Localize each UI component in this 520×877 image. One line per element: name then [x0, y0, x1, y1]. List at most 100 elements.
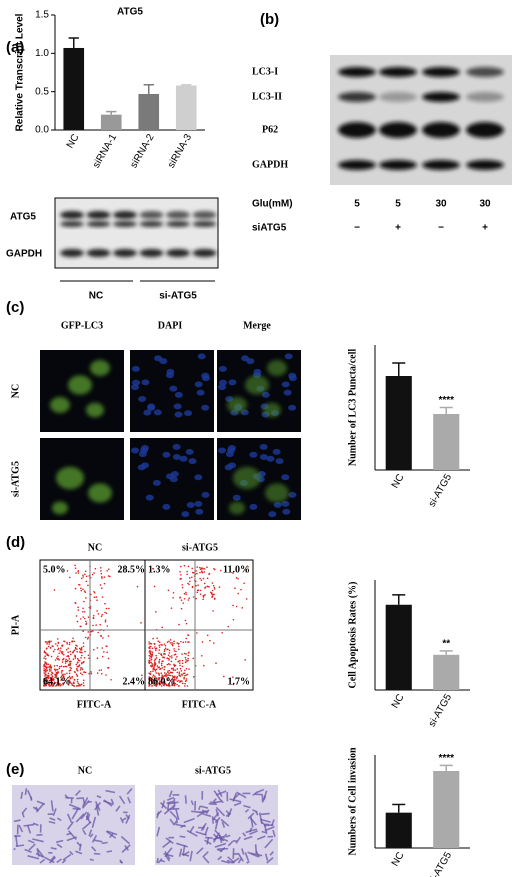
cell	[71, 808, 79, 820]
flow-event	[176, 668, 179, 670]
flow-event	[151, 653, 154, 656]
flow-event	[178, 623, 180, 626]
flow-event	[186, 570, 188, 573]
flow-event	[151, 680, 153, 683]
flow-event	[50, 640, 52, 643]
flow-event	[171, 683, 174, 686]
flow-event	[44, 682, 47, 685]
cell	[221, 859, 230, 864]
y-tick-label: 1.5	[35, 10, 49, 21]
cell	[215, 790, 227, 796]
cell	[61, 859, 67, 864]
flow-event	[156, 683, 158, 686]
flow-event	[172, 676, 175, 678]
bar	[433, 414, 460, 470]
axis-label: PI-A	[10, 614, 21, 635]
cell	[255, 850, 261, 858]
flow-event	[47, 672, 50, 675]
flow-event	[189, 580, 191, 583]
flow-event	[152, 670, 154, 672]
cell	[81, 821, 92, 831]
flow-event	[55, 671, 58, 674]
flow-event	[110, 678, 112, 681]
flow-event	[66, 641, 68, 644]
flow-event	[44, 675, 46, 677]
flow-event	[82, 576, 85, 578]
flow-event	[197, 589, 200, 591]
flow-event	[173, 676, 176, 678]
flow-event	[179, 570, 181, 573]
flow-event	[150, 665, 153, 668]
blot-band	[166, 211, 190, 219]
flow-event	[54, 681, 56, 684]
x-tick-label: NC	[390, 692, 407, 710]
flow-event	[180, 607, 183, 610]
cell	[66, 836, 77, 842]
bar	[175, 85, 197, 130]
cell	[260, 812, 270, 816]
flow-event	[50, 666, 52, 668]
flow-event	[180, 673, 183, 676]
flow-event	[148, 672, 150, 674]
flow-event	[158, 652, 160, 655]
flow-event	[84, 650, 86, 653]
flow-event	[184, 641, 187, 643]
flow-event	[201, 571, 204, 574]
blot-band	[338, 160, 376, 170]
flow-event	[187, 654, 190, 657]
flow-event	[171, 644, 174, 647]
flow-event	[180, 640, 182, 643]
gfp-cell	[267, 360, 287, 376]
flow-event	[87, 636, 90, 639]
x-tick-label: siRNA-3	[166, 132, 194, 170]
cell	[214, 829, 224, 840]
cell	[203, 856, 210, 864]
flow-event	[206, 634, 209, 637]
flow-event	[71, 684, 74, 687]
flow-event	[93, 596, 96, 598]
blot-band	[192, 249, 217, 257]
flow-event	[136, 585, 139, 588]
flow-event	[151, 647, 154, 650]
cell	[249, 830, 258, 836]
cell	[24, 788, 28, 796]
cell	[257, 835, 266, 841]
cell	[109, 833, 114, 839]
flow-event	[96, 610, 98, 612]
flow-event	[200, 579, 203, 581]
flow-event	[79, 618, 82, 620]
cell	[91, 816, 97, 829]
nucleus	[196, 389, 205, 396]
blot-band	[422, 122, 460, 138]
flow-event	[173, 684, 176, 686]
cell	[87, 813, 91, 820]
flow-event	[196, 566, 199, 568]
bar	[63, 47, 85, 130]
cell	[122, 817, 127, 821]
flow-event	[213, 586, 216, 589]
cell	[161, 800, 166, 809]
flow-event	[160, 662, 163, 665]
flow-event	[156, 637, 159, 639]
flow-event	[74, 648, 77, 650]
flow-event	[235, 577, 238, 579]
flow-event	[153, 666, 156, 668]
flow-event	[83, 684, 85, 687]
cell	[264, 853, 269, 861]
x-tick-label: NC	[65, 132, 82, 150]
nucleus	[281, 474, 290, 481]
cell	[160, 859, 165, 863]
flow-event	[167, 671, 169, 674]
flow-event	[101, 575, 103, 578]
flow-event	[158, 680, 161, 682]
flow-event	[62, 657, 65, 660]
flow-event	[44, 673, 47, 676]
flow-event	[219, 569, 222, 572]
flow-event	[61, 661, 64, 663]
flow-event	[162, 675, 164, 678]
nucleus	[159, 358, 168, 365]
flow-event	[65, 658, 67, 661]
cell	[43, 856, 55, 864]
flow-event	[67, 684, 70, 686]
